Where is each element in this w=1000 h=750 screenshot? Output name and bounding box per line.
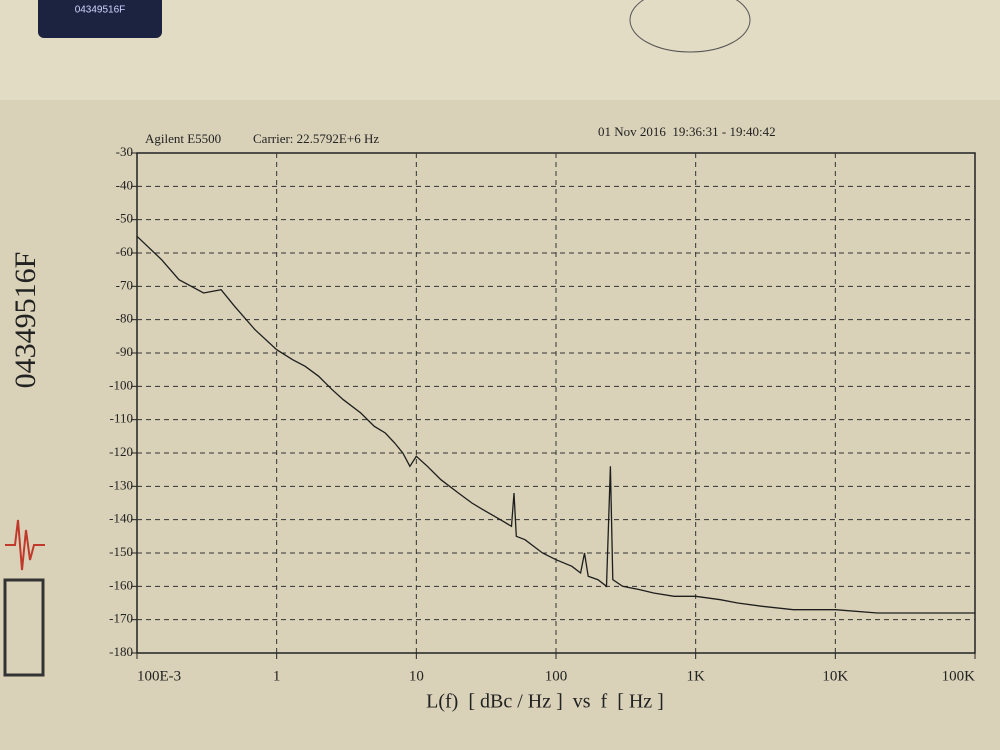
y-tick-label: -70 [116,277,133,292]
annotation: Carrier: 22.5792E+6 Hz [253,131,379,146]
logo [3,578,45,677]
y-tick-label: -130 [109,477,133,492]
y-tick-label: -110 [110,411,133,426]
logo-wave [5,519,45,571]
sticker-text: 04349516F [75,5,126,16]
y-tick-label: -140 [109,511,133,526]
y-tick-label: -80 [116,311,133,326]
sticker [38,0,162,38]
x-tick-label: 100K [942,668,976,684]
x-tick-label: 1 [273,668,281,684]
y-tick-label: -30 [116,144,133,159]
y-tick-label: -90 [116,344,133,359]
upper-sheet [0,0,1000,100]
serial: 04349516F [9,252,42,389]
x-tick-label: 10 [409,668,424,684]
y-tick-label: -100 [109,377,133,392]
y-tick-label: -60 [116,244,133,259]
x-tick-label: 100E-3 [137,668,181,684]
y-tick-label: -150 [109,544,133,559]
annotation: Agilent E5500 [145,131,221,146]
x-tick-label: 1K [686,668,705,684]
y-tick-label: -120 [109,444,133,459]
x-tick-label: 10K [822,668,848,684]
annotation: 01 Nov 2016 19:36:31 - 19:40:42 [598,124,776,139]
y-tick-label: -160 [109,577,133,592]
x-axis-label: L(f) [ dBc / Hz ] vs f [ Hz ] [426,691,664,713]
x-tick-label: 100 [545,668,568,684]
y-tick-label: -50 [116,211,133,226]
y-tick-label: -40 [116,177,133,192]
signature [629,0,751,53]
y-tick-label: -170 [109,611,133,626]
y-tick-label: -180 [109,644,133,659]
data-line [136,235,975,614]
